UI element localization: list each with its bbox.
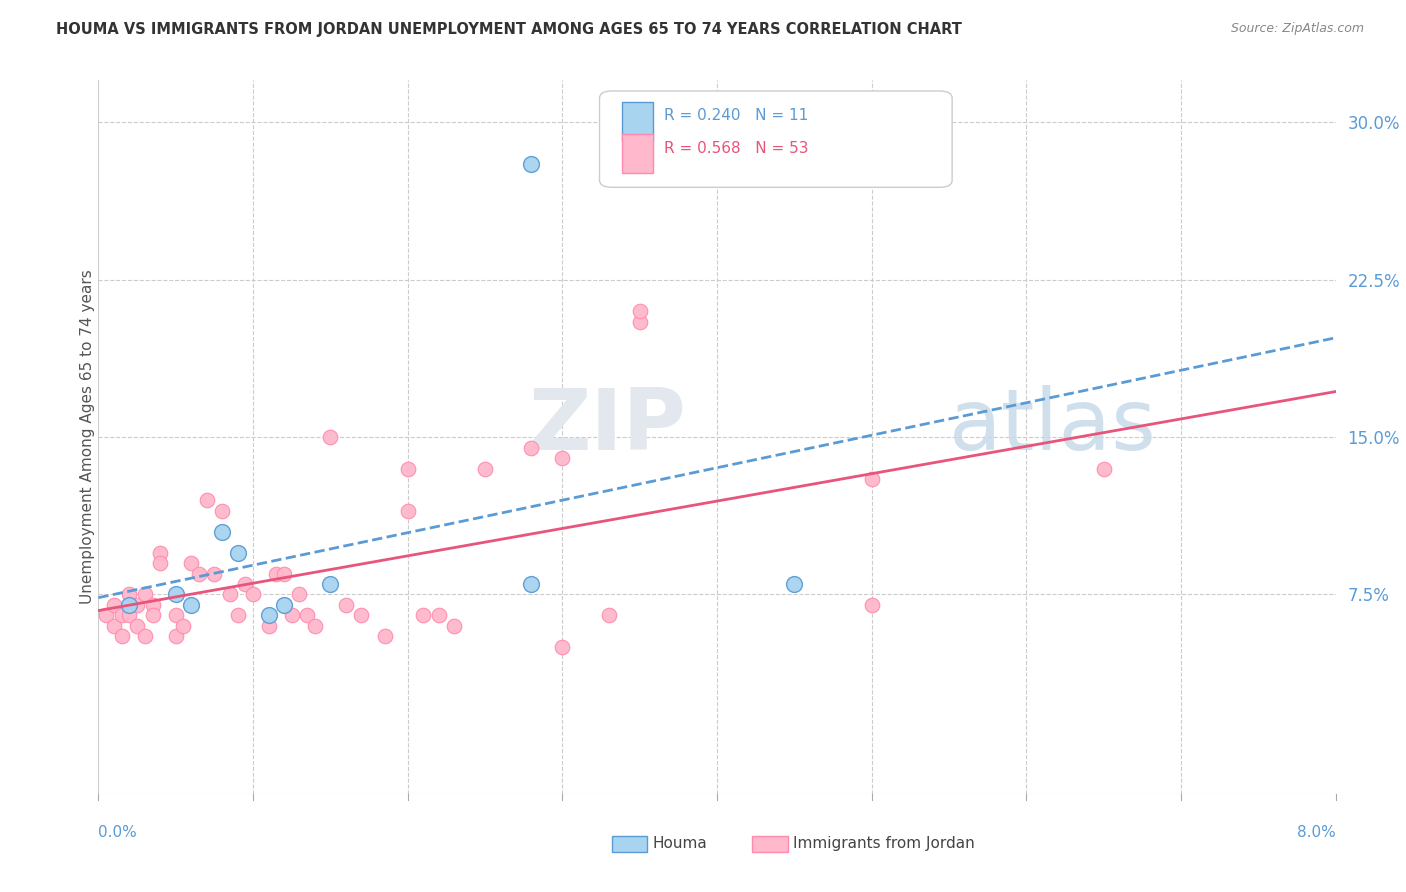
Point [396, 503, 419, 517]
FancyBboxPatch shape [621, 102, 652, 141]
Point [257, 619, 280, 633]
FancyBboxPatch shape [599, 91, 952, 187]
Point [165, 630, 187, 644]
Point [195, 493, 218, 508]
Point [783, 577, 806, 591]
Point [350, 608, 373, 623]
Point [297, 608, 319, 623]
Point [520, 577, 543, 591]
Point [173, 619, 195, 633]
Point [235, 577, 257, 591]
Point [149, 545, 172, 559]
Point [319, 577, 342, 591]
Point [149, 556, 172, 570]
Point [860, 472, 883, 486]
Point [628, 315, 651, 329]
Text: ZIP: ZIP [529, 385, 686, 468]
Point [118, 608, 141, 623]
Point [111, 608, 134, 623]
Point [103, 598, 125, 612]
Point [118, 587, 141, 601]
Point [396, 461, 419, 475]
Point [1092, 461, 1115, 475]
Point [264, 566, 288, 581]
Point [118, 598, 141, 612]
Point [335, 598, 357, 612]
Point [520, 441, 543, 455]
Point [141, 598, 165, 612]
Text: atlas: atlas [949, 385, 1157, 468]
Point [288, 587, 311, 601]
Point [134, 587, 156, 601]
Point [180, 598, 202, 612]
Point [273, 598, 295, 612]
Point [412, 608, 434, 623]
Point [226, 545, 249, 559]
Point [304, 619, 326, 633]
Text: Source: ZipAtlas.com: Source: ZipAtlas.com [1230, 22, 1364, 36]
Point [257, 608, 280, 623]
Point [211, 524, 233, 539]
Text: R = 0.240   N = 11: R = 0.240 N = 11 [664, 109, 808, 123]
Point [474, 461, 496, 475]
Text: 8.0%: 8.0% [1296, 825, 1336, 840]
Point [165, 608, 187, 623]
Point [281, 608, 304, 623]
Point [165, 587, 187, 601]
Text: 0.0%: 0.0% [98, 825, 138, 840]
Point [273, 566, 295, 581]
Point [211, 503, 233, 517]
Point [551, 451, 574, 466]
Point [219, 587, 242, 601]
Point [551, 640, 574, 654]
Point [204, 566, 226, 581]
Point [134, 630, 156, 644]
Point [427, 608, 450, 623]
Point [520, 157, 543, 171]
Point [141, 608, 165, 623]
Point [443, 619, 465, 633]
Point [127, 619, 149, 633]
Text: Houma: Houma [652, 837, 707, 851]
Point [226, 608, 249, 623]
Point [860, 598, 883, 612]
Point [96, 608, 118, 623]
Point [103, 619, 125, 633]
Point [598, 608, 620, 623]
Point [319, 430, 342, 444]
Point [374, 630, 396, 644]
Point [111, 630, 134, 644]
Point [127, 598, 149, 612]
Point [242, 587, 264, 601]
FancyBboxPatch shape [621, 134, 652, 173]
Text: Immigrants from Jordan: Immigrants from Jordan [793, 837, 974, 851]
Y-axis label: Unemployment Among Ages 65 to 74 years: Unemployment Among Ages 65 to 74 years [80, 269, 94, 605]
Text: R = 0.568   N = 53: R = 0.568 N = 53 [664, 141, 808, 155]
Point [188, 566, 211, 581]
Point [180, 556, 202, 570]
Point [628, 304, 651, 318]
Text: HOUMA VS IMMIGRANTS FROM JORDAN UNEMPLOYMENT AMONG AGES 65 TO 74 YEARS CORRELATI: HOUMA VS IMMIGRANTS FROM JORDAN UNEMPLOY… [56, 22, 962, 37]
